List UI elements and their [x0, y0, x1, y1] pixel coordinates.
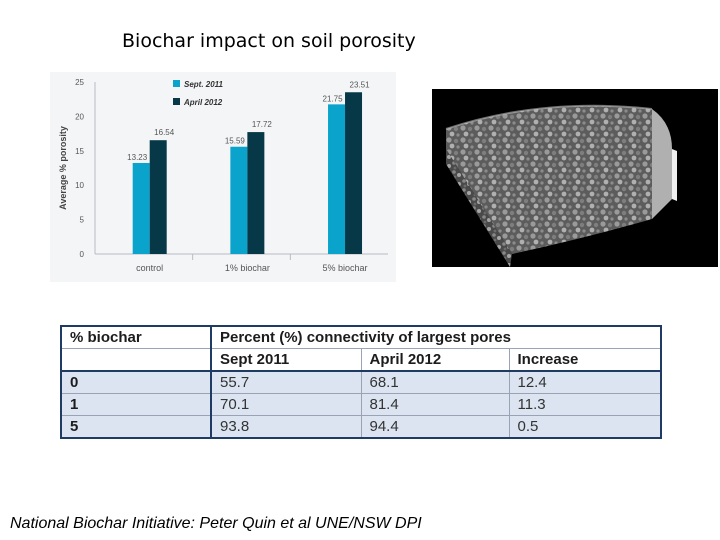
- table-cell: 94.4: [360, 415, 510, 439]
- table-cell: 68.1: [360, 370, 510, 394]
- y-tick-label: 5: [80, 216, 85, 225]
- y-axis-label: Average % porosity: [58, 126, 68, 210]
- data-label: 15.59: [225, 137, 246, 146]
- table-cell: 70.1: [210, 393, 362, 416]
- ct-scan-soil-core-image: [432, 89, 718, 267]
- table-cell: 11.3: [508, 393, 662, 416]
- legend-label: Sept. 2011: [184, 80, 224, 89]
- bar: [149, 140, 167, 254]
- source-credit: National Biochar Initiative: Peter Quin …: [10, 515, 422, 532]
- x-tick-label: control: [136, 263, 163, 273]
- row-label: 1: [60, 393, 212, 416]
- table-row: 1 70.1 81.4 11.3: [60, 393, 662, 416]
- bar: [247, 132, 265, 254]
- row-label: 5: [60, 415, 212, 439]
- legend-swatch: [173, 80, 180, 87]
- subheader-increase: Increase: [508, 348, 662, 372]
- subheader-april-2012: April 2012: [360, 348, 510, 372]
- subheader-sept-2011: Sept 2011: [210, 348, 362, 372]
- header-connectivity: Percent (%) connectivity of largest pore…: [210, 325, 662, 349]
- legend-label: April 2012: [183, 98, 223, 107]
- table-row: 5 93.8 94.4 0.5: [60, 415, 662, 439]
- table-cell: 0.5: [508, 415, 662, 439]
- bar: [328, 104, 346, 254]
- table-cell: 93.8: [210, 415, 362, 439]
- y-tick-label: 25: [75, 78, 84, 87]
- x-tick-label: 5% biochar: [323, 263, 368, 273]
- bar: [132, 162, 150, 254]
- chart-canvas: 0 5 10 15 20 25 Average % porosity 13.23 16.54 co…: [58, 78, 388, 273]
- table-row: 0 55.7 68.1 12.4: [60, 370, 662, 394]
- bar: [230, 146, 248, 254]
- table-cell: 12.4: [508, 370, 662, 394]
- table-cell: 55.7: [210, 370, 362, 394]
- y-tick-label: 15: [75, 147, 84, 156]
- header-percent-biochar: % biochar: [60, 325, 212, 349]
- y-tick-label: 0: [80, 250, 85, 259]
- porosity-bar-chart: 0 5 10 15 20 25 Average % porosity 13.23 16.54 co…: [50, 72, 396, 282]
- data-label: 17.72: [252, 120, 273, 129]
- header-blank: [60, 348, 212, 372]
- row-label: 0: [60, 370, 212, 394]
- data-label: 21.75: [323, 94, 344, 103]
- data-label: 16.54: [154, 128, 175, 137]
- bar: [345, 92, 363, 255]
- y-tick-label: 20: [75, 112, 84, 121]
- legend-swatch: [173, 98, 180, 105]
- x-tick-label: 1% biochar: [225, 263, 270, 273]
- data-label: 23.51: [350, 80, 371, 89]
- slide-title: Biochar impact on soil porosity: [122, 30, 416, 52]
- pore-connectivity-table: % biochar Percent (%) connectivity of la…: [60, 325, 663, 439]
- y-tick-label: 10: [75, 181, 84, 190]
- table-cell: 81.4: [360, 393, 510, 416]
- data-label: 13.23: [127, 153, 148, 162]
